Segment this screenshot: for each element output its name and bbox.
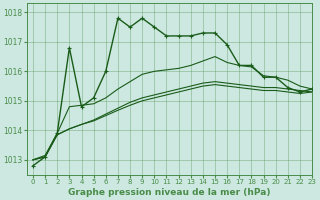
X-axis label: Graphe pression niveau de la mer (hPa): Graphe pression niveau de la mer (hPa): [68, 188, 271, 197]
